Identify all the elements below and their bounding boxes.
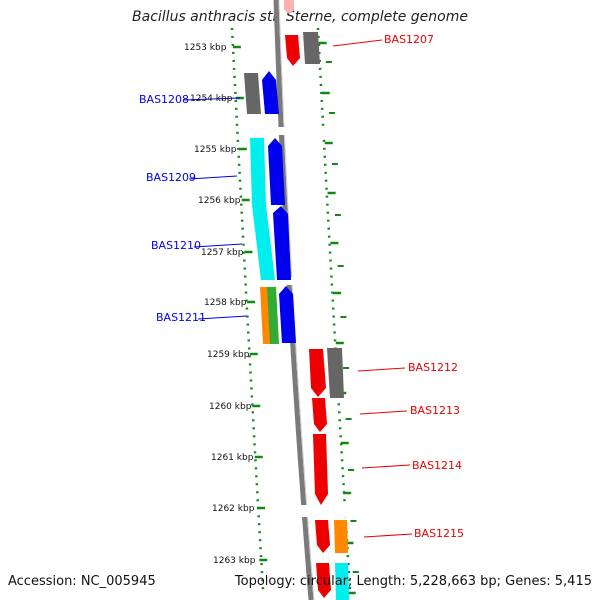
gene-arrow <box>244 73 261 114</box>
connector-BAS1212 <box>357 367 406 372</box>
tick-label: 1260 kbp <box>209 402 252 412</box>
gene-arrow <box>309 349 326 397</box>
gene-arrow <box>268 138 285 205</box>
gene-arrow <box>312 398 327 432</box>
gene-BAS1214[interactable] <box>313 434 328 505</box>
connector-BAS1207 <box>332 39 383 47</box>
gene-arrow <box>327 348 344 398</box>
genome-summary-text: Topology: circular; Length: 5,228,663 bp… <box>234 574 592 589</box>
separator-band <box>240 127 330 135</box>
gene-label-BAS1211[interactable]: BAS1211 <box>156 311 206 324</box>
tick-label: 1258 kbp <box>204 298 247 308</box>
gene-arrow <box>267 287 279 344</box>
gene-BAS1213[interactable] <box>312 398 327 432</box>
separator-band <box>248 277 328 285</box>
gene-label-BAS1215[interactable]: BAS1215 <box>414 527 464 540</box>
connector-BAS1215 <box>363 533 413 538</box>
tick-label: 1263 kbp <box>213 556 256 566</box>
tick-label: 1256 kbp <box>198 196 241 206</box>
gene-arrow <box>252 205 275 280</box>
gene-arrow <box>335 563 349 600</box>
gene-label-BAS1214[interactable]: BAS1214 <box>412 459 462 472</box>
gene-arrow <box>279 286 296 343</box>
connector-BAS1208 <box>182 97 241 101</box>
tick-label: 1255 kbp <box>194 145 237 155</box>
gene-label-BAS1213[interactable]: BAS1213 <box>410 404 460 417</box>
gene-BAS1209[interactable] <box>250 138 285 205</box>
gene-arrow <box>250 138 266 205</box>
gene-arrow <box>334 520 348 553</box>
gene-BAS1207[interactable] <box>284 0 320 66</box>
tick-label: 1259 kbp <box>207 350 250 360</box>
connector-BAS1210 <box>193 243 243 248</box>
connector-BAS1209 <box>188 175 238 180</box>
gene-label-BAS1207[interactable]: BAS1207 <box>384 33 434 46</box>
gene-BAS1210[interactable] <box>252 205 291 280</box>
gene-BAS1211[interactable] <box>260 286 296 344</box>
gene-arrow <box>315 520 330 553</box>
gene-label-BAS1208[interactable]: BAS1208 <box>139 93 189 106</box>
gene-label-BAS1209[interactable]: BAS1209 <box>146 171 196 184</box>
separator-band <box>296 505 356 517</box>
gene-label-BAS1210[interactable]: BAS1210 <box>151 239 201 252</box>
gene-arrow <box>262 71 279 114</box>
gene-arrow <box>316 563 331 598</box>
tick-label: 1254 kbp <box>190 94 233 104</box>
tick-label: 1262 kbp <box>212 504 255 514</box>
gene-label-BAS1212[interactable]: BAS1212 <box>408 361 458 374</box>
gene-BAS1212[interactable] <box>309 348 344 398</box>
gene-BAS1208[interactable] <box>244 71 279 114</box>
gene-arrow <box>273 206 291 280</box>
connector-BAS1213 <box>359 410 408 415</box>
label-connectors <box>182 39 413 538</box>
gene-arrow <box>285 35 300 66</box>
gene-arrow <box>284 0 294 14</box>
connector-BAS1214 <box>361 464 411 469</box>
connector-BAS1211 <box>197 315 248 320</box>
tick-label: 1261 kbp <box>211 453 254 463</box>
genome-title: Bacillus anthracis str. Sterne, complete… <box>132 9 468 25</box>
tick-label: 1253 kbp <box>184 43 227 53</box>
gene-arrow <box>313 434 328 505</box>
gene-arrow <box>303 32 320 64</box>
gene-BAS1215[interactable] <box>315 520 349 600</box>
tick-label: 1257 kbp <box>201 248 244 258</box>
accession-text: Accession: NC_005945 <box>8 574 156 589</box>
